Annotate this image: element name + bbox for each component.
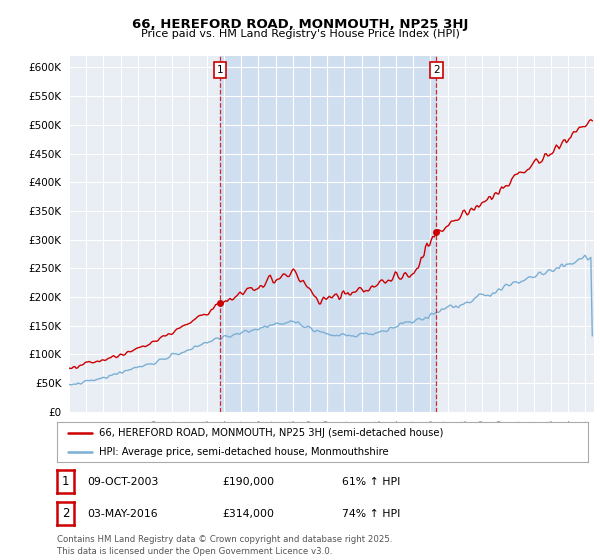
- Text: Contains HM Land Registry data © Crown copyright and database right 2025.
This d: Contains HM Land Registry data © Crown c…: [57, 535, 392, 556]
- Text: HPI: Average price, semi-detached house, Monmouthshire: HPI: Average price, semi-detached house,…: [100, 447, 389, 457]
- Text: £190,000: £190,000: [222, 477, 274, 487]
- Text: 1: 1: [62, 475, 69, 488]
- Text: £314,000: £314,000: [222, 508, 274, 519]
- Text: 66, HEREFORD ROAD, MONMOUTH, NP25 3HJ (semi-detached house): 66, HEREFORD ROAD, MONMOUTH, NP25 3HJ (s…: [100, 428, 444, 438]
- Text: 61% ↑ HPI: 61% ↑ HPI: [342, 477, 400, 487]
- Text: 2: 2: [433, 65, 440, 75]
- Text: 66, HEREFORD ROAD, MONMOUTH, NP25 3HJ: 66, HEREFORD ROAD, MONMOUTH, NP25 3HJ: [132, 18, 468, 31]
- Text: 09-OCT-2003: 09-OCT-2003: [87, 477, 158, 487]
- Text: 74% ↑ HPI: 74% ↑ HPI: [342, 508, 400, 519]
- Text: 1: 1: [217, 65, 223, 75]
- Bar: [220, 56, 436, 412]
- Text: 2: 2: [62, 507, 69, 520]
- Text: Price paid vs. HM Land Registry's House Price Index (HPI): Price paid vs. HM Land Registry's House …: [140, 29, 460, 39]
- Text: 03-MAY-2016: 03-MAY-2016: [87, 508, 158, 519]
